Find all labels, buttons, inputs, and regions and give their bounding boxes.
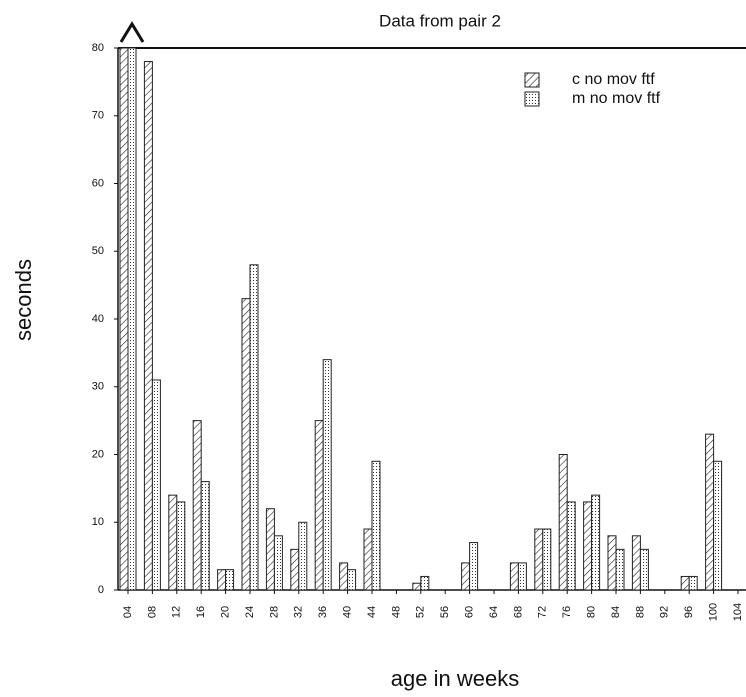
bar xyxy=(265,508,275,591)
legend-swatch xyxy=(524,72,540,88)
bar xyxy=(192,420,202,591)
bar xyxy=(639,548,649,591)
bar xyxy=(607,535,617,591)
x-tick-label: 56 xyxy=(439,606,451,618)
x-tick-label: 28 xyxy=(268,606,280,618)
bar xyxy=(371,460,381,591)
y-tick-label: 50 xyxy=(92,245,104,257)
legend-label: m no mov ftf xyxy=(572,90,661,107)
x-tick-label: 76 xyxy=(561,606,573,618)
bar xyxy=(705,433,715,591)
x-tick-label: 68 xyxy=(512,606,524,618)
bar xyxy=(420,575,430,591)
bar xyxy=(151,379,161,591)
x-tick-label: 08 xyxy=(146,606,158,618)
bar xyxy=(273,535,283,591)
x-tick-label: 32 xyxy=(293,606,305,618)
bar xyxy=(558,454,568,591)
bar xyxy=(314,420,324,591)
x-tick-label: 80 xyxy=(586,606,598,618)
bar xyxy=(680,575,690,591)
off-scale-arrow xyxy=(119,21,145,43)
bar xyxy=(631,535,641,591)
x-tick-label: 104 xyxy=(732,603,744,621)
legend-swatch xyxy=(524,91,540,107)
y-tick-label: 60 xyxy=(92,177,104,189)
bar xyxy=(176,501,186,591)
x-tick-label: 40 xyxy=(342,606,354,618)
bar xyxy=(322,359,332,591)
bar xyxy=(412,582,422,591)
y-tick-label: 20 xyxy=(92,448,104,460)
x-tick-label: 60 xyxy=(464,606,476,618)
bar xyxy=(168,494,178,591)
bar xyxy=(566,501,576,591)
y-tick-label: 40 xyxy=(92,313,104,325)
x-tick-label: 52 xyxy=(415,606,427,618)
x-tick-label: 24 xyxy=(244,606,256,618)
bar xyxy=(127,47,137,591)
x-axis-label: age in weeks xyxy=(391,666,519,691)
x-tick-label: 72 xyxy=(537,606,549,618)
bar xyxy=(688,575,698,591)
x-tick-label: 44 xyxy=(366,606,378,618)
bar xyxy=(461,562,471,591)
bar xyxy=(217,569,227,591)
bar xyxy=(200,481,210,591)
bar xyxy=(298,521,308,591)
x-tick-label: 96 xyxy=(683,606,695,618)
y-tick-label: 30 xyxy=(92,381,104,393)
y-tick-label: 0 xyxy=(98,584,104,596)
y-tick-label: 10 xyxy=(92,516,104,528)
bar xyxy=(290,548,300,591)
bar xyxy=(534,528,544,591)
bar xyxy=(509,562,519,591)
x-tick-label: 20 xyxy=(220,606,232,618)
x-tick-label: 12 xyxy=(171,606,183,618)
bar xyxy=(119,47,129,591)
bar xyxy=(339,562,349,591)
legend-label: c no mov ftf xyxy=(572,71,655,88)
x-tick-label: 16 xyxy=(195,606,207,618)
bar xyxy=(241,298,251,591)
x-tick-label: 48 xyxy=(390,606,402,618)
bar xyxy=(583,501,593,591)
x-tick-label: 64 xyxy=(488,606,500,618)
x-tick-label: 92 xyxy=(659,606,671,618)
x-tick-label: 100 xyxy=(708,603,720,621)
bar xyxy=(615,548,625,591)
bar xyxy=(469,542,479,591)
x-tick-label: 36 xyxy=(317,606,329,618)
chart-title: Data from pair 2 xyxy=(379,11,501,30)
bar xyxy=(591,494,601,591)
bar xyxy=(542,528,552,591)
bar xyxy=(249,264,259,591)
bar xyxy=(143,61,153,591)
bar xyxy=(225,569,235,591)
y-axis-label: seconds xyxy=(11,259,36,341)
x-tick-label: 88 xyxy=(634,606,646,618)
y-tick-label: 80 xyxy=(92,42,104,54)
y-tick-label: 70 xyxy=(92,110,104,122)
x-tick-label: 04 xyxy=(122,606,134,618)
bar xyxy=(713,460,723,591)
bar xyxy=(347,569,357,591)
bar xyxy=(517,562,527,591)
x-tick-label: 84 xyxy=(610,606,622,618)
bar xyxy=(363,528,373,591)
